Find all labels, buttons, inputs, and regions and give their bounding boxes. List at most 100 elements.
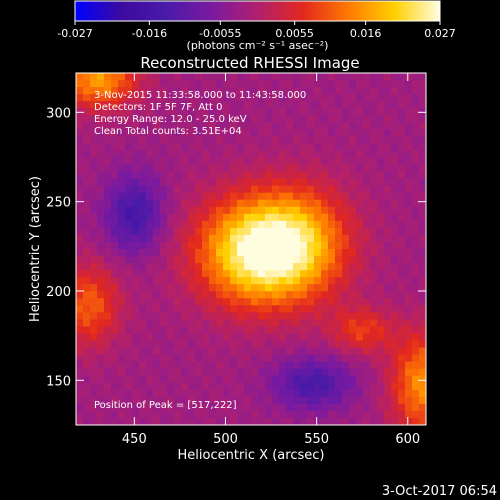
image-pixel xyxy=(328,115,336,123)
image-pixel xyxy=(216,312,224,320)
image-pixel xyxy=(174,305,182,313)
image-pixel xyxy=(160,284,168,292)
image-pixel xyxy=(405,263,413,271)
image-pixel xyxy=(286,241,294,250)
image-pixel xyxy=(412,249,420,257)
image-pixel xyxy=(202,73,210,81)
image-pixel xyxy=(412,213,420,222)
image-pixel xyxy=(321,249,329,257)
image-pixel xyxy=(83,199,91,208)
image-pixel xyxy=(111,291,119,299)
image-pixel xyxy=(160,277,168,285)
image-pixel xyxy=(384,249,392,257)
image-pixel xyxy=(132,249,140,257)
image-pixel xyxy=(139,171,147,179)
image-pixel xyxy=(174,171,182,179)
image-pixel xyxy=(321,101,329,109)
image-pixel xyxy=(321,227,329,236)
image-pixel xyxy=(251,375,259,384)
image-pixel xyxy=(286,157,294,165)
image-pixel xyxy=(349,284,357,292)
image-pixel xyxy=(314,284,322,292)
image-pixel xyxy=(90,403,98,412)
image-pixel xyxy=(258,94,266,102)
image-pixel xyxy=(314,298,322,306)
image-pixel xyxy=(251,157,259,165)
image-pixel xyxy=(195,122,203,130)
image-pixel xyxy=(97,326,105,334)
image-pixel xyxy=(300,220,308,229)
image-pixel xyxy=(370,178,378,187)
image-pixel xyxy=(293,312,301,320)
image-pixel xyxy=(265,185,273,194)
image-pixel xyxy=(195,143,203,151)
image-pixel xyxy=(391,143,399,151)
image-pixel xyxy=(363,192,371,201)
image-pixel xyxy=(363,305,371,313)
image-pixel xyxy=(146,340,154,348)
image-pixel xyxy=(153,319,161,327)
image-pixel xyxy=(125,389,133,398)
image-pixel xyxy=(174,298,182,306)
image-pixel xyxy=(307,192,315,201)
image-pixel xyxy=(181,178,189,187)
image-pixel xyxy=(412,171,420,179)
image-pixel xyxy=(293,87,301,95)
image-pixel xyxy=(90,143,98,151)
image-pixel xyxy=(349,340,357,348)
image-pixel xyxy=(209,87,217,95)
image-pixel xyxy=(384,319,392,327)
image-pixel xyxy=(139,108,147,116)
image-pixel xyxy=(223,298,231,306)
image-pixel xyxy=(111,206,119,215)
image-pixel xyxy=(223,305,231,313)
image-pixel xyxy=(104,220,112,229)
image-pixel xyxy=(244,305,252,313)
image-pixel xyxy=(230,164,238,172)
image-pixel xyxy=(391,249,399,257)
image-pixel xyxy=(195,354,203,363)
image-pixel xyxy=(335,368,343,377)
image-pixel xyxy=(195,213,203,222)
image-pixel xyxy=(160,220,168,229)
image-pixel xyxy=(321,108,329,116)
image-pixel xyxy=(412,185,420,194)
image-pixel xyxy=(286,368,294,377)
image-pixel xyxy=(258,396,266,405)
image-pixel xyxy=(104,178,112,187)
image-pixel xyxy=(342,87,350,95)
image-pixel xyxy=(209,284,217,292)
image-pixel xyxy=(216,305,224,313)
image-pixel xyxy=(286,396,294,405)
image-pixel xyxy=(76,234,84,243)
image-pixel xyxy=(174,354,182,363)
image-pixel xyxy=(251,227,259,236)
image-pixel xyxy=(258,227,266,236)
image-pixel xyxy=(335,157,343,165)
image-pixel xyxy=(349,249,357,257)
image-pixel xyxy=(265,403,273,412)
image-pixel xyxy=(237,164,245,172)
image-pixel xyxy=(370,213,378,222)
image-pixel xyxy=(104,361,112,370)
image-pixel xyxy=(188,403,196,412)
image-pixel xyxy=(118,284,126,292)
image-pixel xyxy=(230,333,238,341)
image-pixel xyxy=(111,192,119,201)
image-pixel xyxy=(132,185,140,194)
image-pixel xyxy=(251,326,259,334)
image-pixel xyxy=(216,256,224,264)
image-pixel xyxy=(293,94,301,102)
image-pixel xyxy=(146,136,154,144)
image-pixel xyxy=(419,361,427,370)
image-pixel xyxy=(160,368,168,377)
image-pixel xyxy=(132,206,140,215)
image-pixel xyxy=(328,220,336,229)
image-pixel xyxy=(237,291,245,299)
image-pixel xyxy=(286,319,294,327)
image-pixel xyxy=(118,80,126,88)
image-pixel xyxy=(419,368,427,377)
image-pixel xyxy=(342,122,350,130)
image-pixel xyxy=(188,354,196,363)
image-pixel xyxy=(335,213,343,222)
